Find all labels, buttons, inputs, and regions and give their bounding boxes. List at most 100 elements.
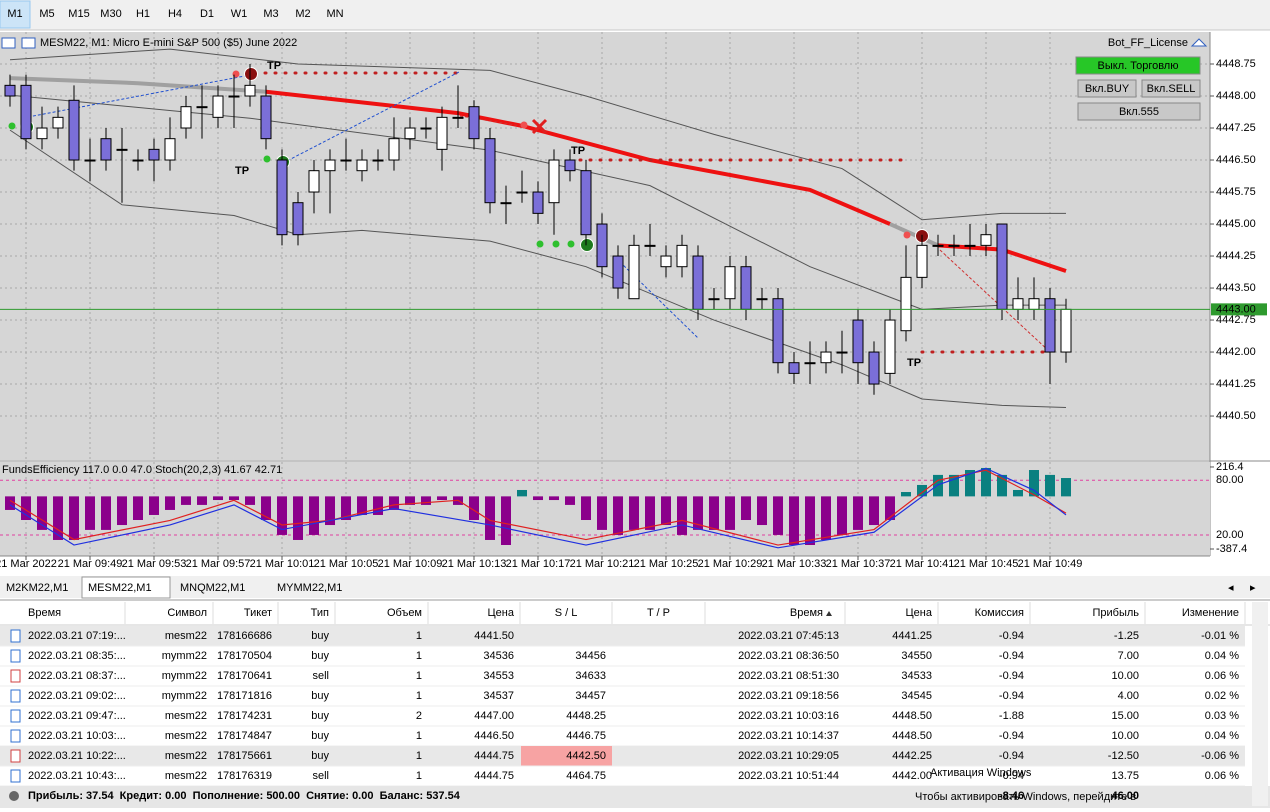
column-header[interactable]: Изменение xyxy=(1182,607,1239,619)
table-cell: 15.00 xyxy=(1111,710,1139,722)
chart-tab[interactable]: M2KM22,M1 xyxy=(6,582,68,594)
table-cell: 4441.50 xyxy=(474,630,514,642)
candle-body xyxy=(244,84,256,97)
histogram-bar xyxy=(709,496,719,530)
histogram-bar xyxy=(357,496,367,515)
candle-body xyxy=(276,159,288,236)
histogram-bar xyxy=(229,496,239,501)
table-cell: buy xyxy=(311,730,329,742)
trade-line xyxy=(619,261,699,339)
column-header[interactable]: Тикет xyxy=(244,607,272,619)
table-cell: 34553 xyxy=(483,670,514,682)
table-cell: buy xyxy=(311,690,329,702)
histogram-bar xyxy=(613,496,623,535)
chart-tab[interactable]: MYMM22,M1 xyxy=(277,582,342,594)
histogram-bar xyxy=(1045,474,1055,497)
candle-body xyxy=(180,106,192,129)
candle-body xyxy=(836,351,848,354)
trade-dot xyxy=(903,231,911,239)
watermark-text: Чтобы активировать Windows, перейдите в xyxy=(915,791,1136,803)
bot-button-bg[interactable] xyxy=(1077,102,1201,121)
trade-dot xyxy=(552,240,560,248)
bot-button-bg[interactable] xyxy=(1141,79,1201,98)
timeframe-button[interactable]: M30 xyxy=(100,8,121,20)
histogram-bar xyxy=(69,496,79,540)
column-header[interactable]: Объем xyxy=(387,607,422,619)
column-header[interactable]: Прибыль xyxy=(1092,607,1139,619)
table-cell: 2022.03.21 10:14:37 xyxy=(738,730,839,742)
table-cell: buy xyxy=(311,710,329,722)
histogram-bar xyxy=(389,496,399,510)
column-header[interactable]: Символ xyxy=(167,607,207,619)
column-header[interactable]: Комиссия xyxy=(975,607,1024,619)
bot-button[interactable]: Вкл.555 xyxy=(1119,106,1159,118)
timeframe-button[interactable]: W1 xyxy=(231,8,248,20)
x-tick-label: 21 Mar 10:05 xyxy=(314,558,379,570)
histogram-bar xyxy=(933,474,943,497)
bot-button[interactable]: Выкл. Торговлю xyxy=(1098,60,1179,72)
table-cell: 4442.25 xyxy=(892,750,932,762)
table-cell: 0.06 % xyxy=(1205,670,1239,682)
candle-body xyxy=(1044,298,1056,353)
timeframe-button[interactable]: D1 xyxy=(200,8,214,20)
candle-body xyxy=(708,298,720,301)
bot-button[interactable]: Вкл.BUY xyxy=(1085,83,1130,95)
bot-button-bg[interactable] xyxy=(1075,56,1201,75)
y-tick-label: 4446.50 xyxy=(1216,154,1256,166)
candle-body xyxy=(756,298,768,301)
candle-body xyxy=(724,266,736,300)
footer-commission: -8.46 xyxy=(999,790,1024,802)
column-header[interactable]: Цена xyxy=(488,607,515,619)
timeframe-button[interactable]: MN xyxy=(326,8,343,20)
candle-body xyxy=(676,244,688,268)
table-cell: 2022.03.21 10:03:16 xyxy=(738,710,839,722)
x-tick-label: 21 Mar 10:09 xyxy=(378,558,443,570)
timeframe-button[interactable]: M2 xyxy=(295,8,310,20)
column-header[interactable]: Время xyxy=(28,607,61,619)
histogram-bar xyxy=(5,496,15,510)
column-header[interactable]: T / P xyxy=(647,607,670,619)
table-cell: 2022.03.21 08:35:... xyxy=(28,650,126,662)
candle-body xyxy=(852,319,864,364)
chart-tab[interactable]: MESM22,M1 xyxy=(88,582,152,594)
timeframe-button[interactable]: M1 xyxy=(7,8,22,20)
timeframe-button[interactable]: M5 xyxy=(39,8,54,20)
table-cell: buy xyxy=(311,750,329,762)
candle-body xyxy=(36,127,48,140)
x-tick-label: 21 Mar 10:01 xyxy=(250,558,315,570)
timeframe-button[interactable]: H1 xyxy=(136,8,150,20)
y-tick-label: 4442.75 xyxy=(1216,314,1256,326)
y-tick-label: 4445.75 xyxy=(1216,186,1256,198)
table-cell: 4446.75 xyxy=(566,730,606,742)
tab-active-bg[interactable] xyxy=(81,576,171,599)
histogram-bar xyxy=(469,496,479,521)
column-header[interactable]: Время xyxy=(790,607,823,619)
table-cell: 178176319 xyxy=(217,770,272,782)
indicator-line xyxy=(9,76,267,94)
column-header[interactable]: Цена xyxy=(906,607,933,619)
candle-body xyxy=(500,202,512,205)
candle-body xyxy=(1028,298,1040,310)
bot-button[interactable]: Вкл.SELL xyxy=(1147,83,1196,95)
timeframe-button[interactable]: H4 xyxy=(168,8,182,20)
bot-button-bg[interactable] xyxy=(1077,79,1137,98)
table-cell: -1.25 xyxy=(1114,630,1139,642)
table-cell: mesm22 xyxy=(165,730,207,742)
column-header[interactable]: Тип xyxy=(311,607,329,619)
timeframe-button[interactable]: M15 xyxy=(68,8,89,20)
timeframe-button[interactable]: M3 xyxy=(263,8,278,20)
table-cell: 0.02 % xyxy=(1205,690,1239,702)
histogram-bar xyxy=(597,496,607,530)
histogram-bar xyxy=(1029,470,1039,497)
histogram-bar xyxy=(1013,489,1023,497)
y2-tick-label: 80.00 xyxy=(1216,474,1244,486)
table-cell: 1 xyxy=(416,750,422,762)
candle-body xyxy=(980,234,992,246)
chart-tab[interactable]: MNQM22,M1 xyxy=(180,582,245,594)
y-tick-label: 4444.25 xyxy=(1216,250,1256,262)
trade-marker xyxy=(244,67,258,81)
tabs-bg xyxy=(0,576,1270,598)
column-header[interactable]: S / L xyxy=(555,607,578,619)
